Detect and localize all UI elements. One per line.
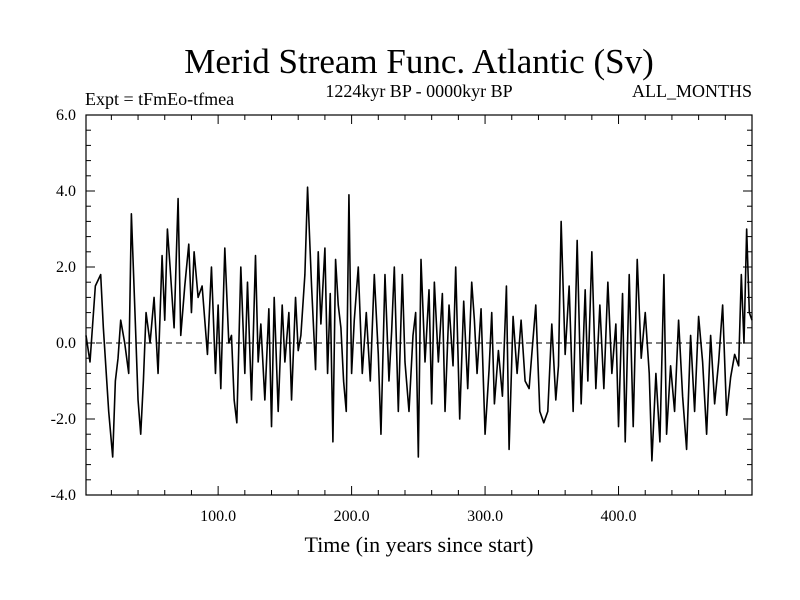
chart-subtitle-right: ALL_MONTHS bbox=[632, 81, 752, 101]
x-axis-label: Time (in years since start) bbox=[305, 532, 534, 557]
y-tick-label: -4.0 bbox=[51, 487, 76, 504]
y-tick-label: 4.0 bbox=[56, 183, 76, 200]
x-tick-label: 300.0 bbox=[467, 508, 503, 525]
plot-frame bbox=[85, 114, 753, 496]
chart-subtitle-left: Expt = tFmEo-tfmea bbox=[85, 89, 234, 109]
tick-label-layer: 100.0 200.0 300.0 400.0 -4.0 -2.0 0.0 2.0 4.0 6.0 bbox=[51, 107, 637, 525]
chart-title: Merid Stream Func. Atlantic (Sv) bbox=[184, 42, 654, 81]
y-tick-label: -2.0 bbox=[51, 411, 76, 428]
y-tick-label: 0.0 bbox=[56, 335, 76, 352]
y-tick-label: 2.0 bbox=[56, 259, 76, 276]
x-tick-label: 400.0 bbox=[601, 508, 637, 525]
tick-layer bbox=[86, 115, 752, 495]
x-tick-label: 200.0 bbox=[334, 508, 370, 525]
series-layer bbox=[85, 186, 753, 462]
series-line-0 bbox=[85, 186, 753, 462]
chart-subtitle-center: 1224kyr BP - 0000kyr BP bbox=[325, 81, 512, 101]
y-tick-label: 6.0 bbox=[56, 107, 76, 124]
x-tick-label: 100.0 bbox=[200, 508, 236, 525]
